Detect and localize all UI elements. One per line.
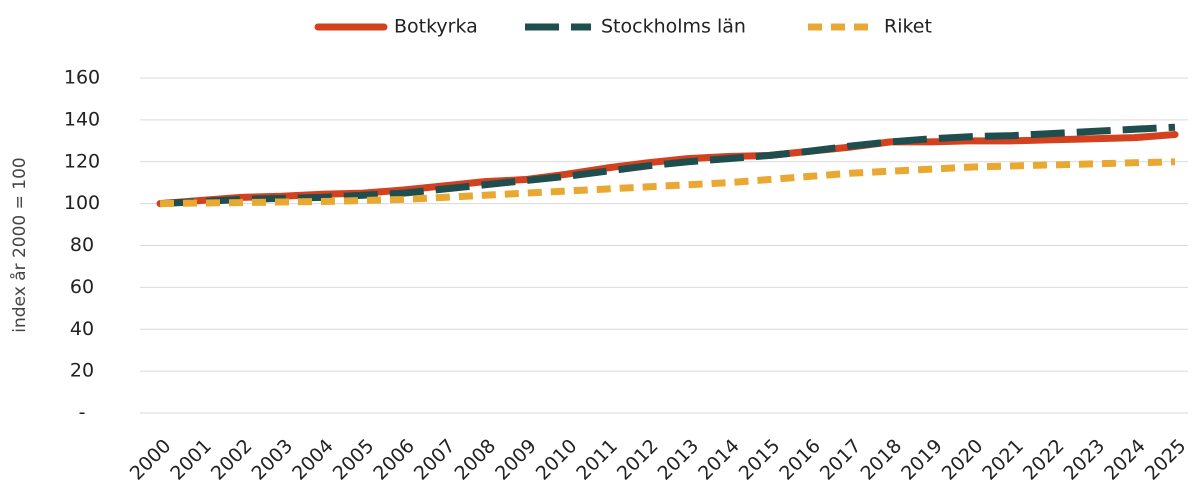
legend-label: Stockholms län [601, 16, 746, 38]
x-tick-label: 2018 [856, 435, 906, 484]
x-tick-label: 2019 [897, 435, 947, 484]
x-tick-label: 2003 [247, 435, 297, 484]
y-tick-label: 80 [70, 234, 94, 256]
x-tick-label: 2014 [694, 435, 744, 484]
x-tick-label: 2022 [1019, 435, 1069, 484]
x-tick-label: 2015 [735, 435, 785, 484]
y-tick-label: 20 [70, 360, 94, 382]
y-tick-label: 120 [64, 150, 100, 172]
legend-label: Riket [884, 16, 932, 38]
legend-label: Botkyrka [394, 16, 478, 38]
y-tick-label: 140 [64, 108, 100, 130]
x-tick-label: 2021 [978, 435, 1028, 484]
x-tick-label: 2012 [613, 435, 663, 484]
y-tick-label: 100 [64, 192, 100, 214]
y-axis-title: index år 2000 = 100 [9, 157, 30, 333]
x-tick-label: 2025 [1141, 435, 1191, 484]
x-tick-label: 2005 [329, 435, 379, 484]
y-tick-label: 40 [70, 318, 94, 340]
x-tick-label: 2008 [450, 435, 500, 484]
x-tick-label: 2002 [207, 435, 257, 484]
x-tick-label: 2020 [938, 435, 988, 484]
x-tick-label: 2004 [288, 435, 338, 484]
x-tick-label: 2024 [1100, 435, 1150, 484]
x-tick-label: 2006 [369, 435, 419, 484]
x-tick-label: 2017 [816, 435, 866, 484]
x-tick-label: 2016 [775, 435, 825, 484]
y-tick-label: 60 [70, 276, 94, 298]
x-tick-label: 2011 [572, 435, 622, 484]
x-tick-label: 2009 [491, 435, 541, 484]
line [159, 158, 1176, 208]
x-tick-label: 2013 [653, 435, 703, 484]
x-tick-label: 2001 [166, 435, 216, 484]
x-tick-label: 2023 [1059, 435, 1109, 484]
line [159, 123, 1176, 208]
x-tick-label: 2010 [532, 435, 582, 484]
y-tick-label: 160 [64, 67, 100, 89]
y-tick-label: - [79, 402, 86, 424]
x-tick-label: 2000 [126, 435, 176, 484]
x-tick-label: 2007 [410, 435, 460, 484]
